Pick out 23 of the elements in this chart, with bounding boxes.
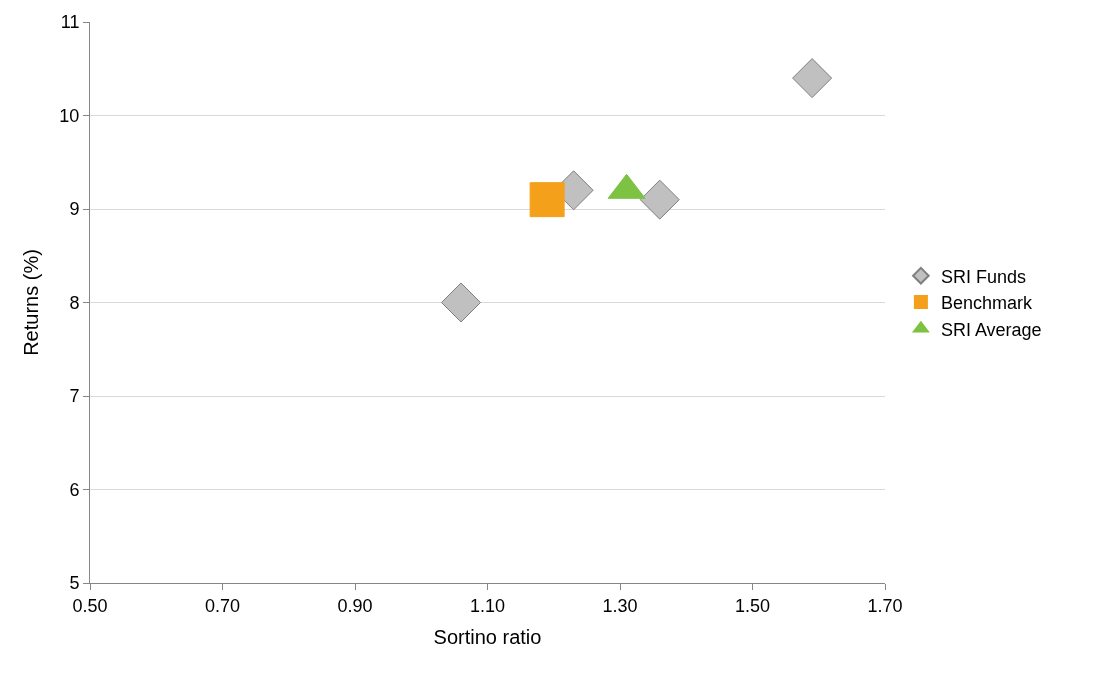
- y-tick-label: 7: [69, 386, 80, 407]
- x-tick-label: 1.30: [602, 595, 638, 616]
- legend-label: SRI Average: [940, 319, 1042, 340]
- point: [792, 58, 833, 99]
- x-tick-label: 0.70: [204, 595, 241, 616]
- y-tick-label: 9: [69, 199, 80, 220]
- x-tick-label: 0.90: [337, 595, 373, 616]
- y-tick-label: 5: [69, 573, 80, 594]
- y-tick-label: 8: [69, 292, 80, 313]
- x-tick-label: 1.50: [734, 595, 771, 616]
- x-tick-label: 1.70: [867, 595, 903, 616]
- x-axis-title: Sortino ratio: [433, 626, 542, 649]
- point: [529, 182, 565, 218]
- x-tick-label: 0.50: [72, 595, 108, 616]
- legend-label: SRI Funds: [940, 266, 1026, 287]
- point: [639, 179, 680, 220]
- legend-label: Benchmark: [940, 293, 1033, 314]
- x-tick-label: 1.10: [469, 595, 506, 616]
- y-axis-title: Returns (%): [19, 249, 42, 356]
- y-tick-label: 6: [69, 479, 80, 500]
- point: [441, 282, 481, 323]
- y-tick-label: 10: [59, 105, 80, 126]
- y-tick-label: 11: [60, 12, 80, 33]
